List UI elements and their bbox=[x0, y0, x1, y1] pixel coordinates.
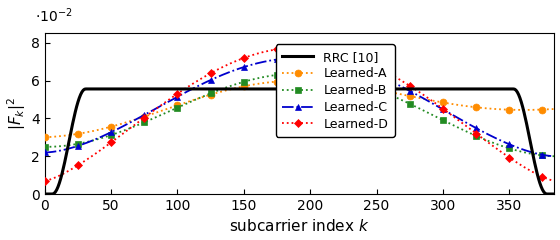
Learned-A bbox=[251, 83, 258, 86]
Learned-C bbox=[551, 155, 558, 158]
Learned-D bbox=[87, 156, 94, 159]
Legend: RRC [10], Learned-A, Learned-B, Learned-C, Learned-D: RRC [10], Learned-A, Learned-B, Learned-… bbox=[276, 44, 395, 137]
Learned-B bbox=[551, 155, 558, 158]
Learned-D bbox=[397, 79, 404, 82]
Learned-C bbox=[41, 151, 48, 154]
Learned-D bbox=[41, 179, 48, 182]
Line: RRC [10]: RRC [10] bbox=[45, 89, 554, 194]
Line: Learned-D: Learned-D bbox=[42, 45, 557, 184]
Learned-D bbox=[381, 70, 388, 72]
Learned-B bbox=[87, 140, 94, 143]
RRC [10] bbox=[551, 192, 558, 195]
RRC [10] bbox=[397, 88, 404, 90]
Line: Learned-B: Learned-B bbox=[41, 70, 558, 160]
Learned-D bbox=[312, 47, 319, 50]
Line: Learned-A: Learned-A bbox=[41, 77, 558, 141]
RRC [10] bbox=[82, 88, 89, 90]
RRC [10] bbox=[312, 88, 319, 90]
Learned-C bbox=[397, 85, 404, 88]
Learned-A bbox=[381, 90, 388, 92]
Learned-B bbox=[296, 72, 303, 75]
Learned-C bbox=[53, 150, 60, 153]
Learned-B bbox=[397, 98, 404, 101]
Learned-A bbox=[41, 136, 48, 139]
Learned-A bbox=[551, 108, 558, 110]
Learned-B bbox=[41, 145, 48, 148]
Learned-A bbox=[397, 93, 404, 96]
Y-axis label: $|F_k|^2$: $|F_k|^2$ bbox=[6, 97, 28, 131]
Learned-D bbox=[251, 53, 258, 56]
X-axis label: subcarrier index $k$: subcarrier index $k$ bbox=[230, 218, 370, 234]
Learned-D bbox=[53, 175, 60, 178]
Learned-A bbox=[312, 80, 319, 83]
Learned-C bbox=[251, 63, 258, 66]
RRC [10] bbox=[53, 188, 60, 191]
RRC [10] bbox=[253, 88, 259, 90]
Learned-B bbox=[312, 73, 319, 76]
Learned-D bbox=[551, 179, 558, 182]
RRC [10] bbox=[381, 88, 388, 90]
Learned-C bbox=[296, 57, 303, 60]
Learned-A bbox=[296, 79, 303, 82]
Learned-B bbox=[53, 145, 60, 148]
Line: Learned-C: Learned-C bbox=[41, 54, 558, 160]
Learned-B bbox=[251, 78, 258, 80]
RRC [10] bbox=[41, 192, 48, 195]
RRC [10] bbox=[88, 88, 95, 90]
Learned-A bbox=[53, 135, 60, 138]
Learned-C bbox=[87, 140, 94, 143]
Learned-A bbox=[87, 130, 94, 133]
Learned-B bbox=[381, 91, 388, 94]
Text: $\cdot10^{-2}$: $\cdot10^{-2}$ bbox=[35, 7, 72, 25]
Learned-C bbox=[381, 77, 388, 80]
Learned-D bbox=[296, 46, 303, 49]
Learned-C bbox=[312, 57, 319, 60]
